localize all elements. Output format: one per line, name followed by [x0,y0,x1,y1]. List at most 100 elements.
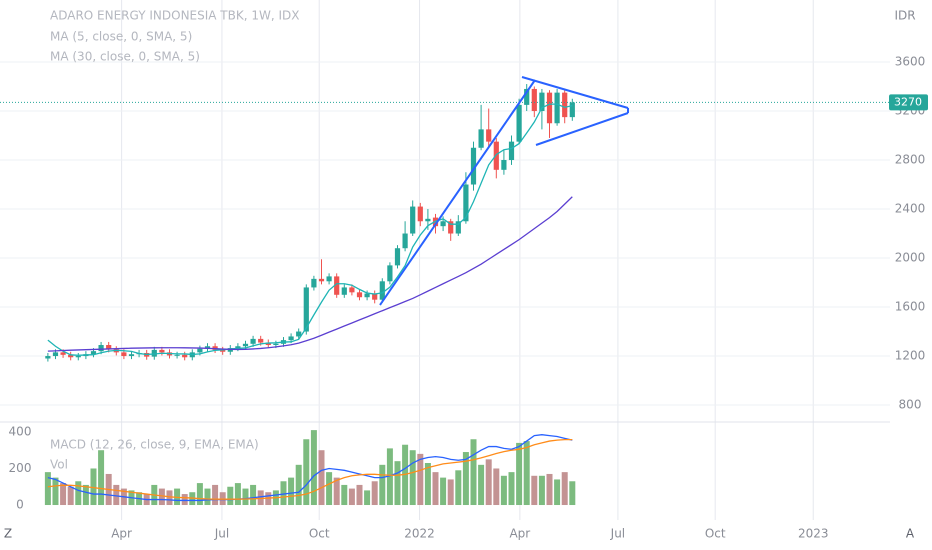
volume-bar [569,481,576,506]
candle-body [220,349,226,352]
volume-bar [204,488,211,506]
volume-bar [356,484,363,506]
y-tick-label: 200 [9,461,32,475]
last-price-box [889,94,928,111]
y-tick-label: 2400 [895,202,926,216]
volume-bar [257,490,264,506]
volume-bar [310,430,317,506]
volume-bar [288,477,295,506]
candle-body [470,147,477,185]
volume-bar [295,464,302,506]
volume-bar [485,459,492,506]
moving-average-line [47,103,573,356]
volume-bar [75,481,82,506]
candle-body [90,351,97,355]
candle-body [174,354,180,356]
legend-entry: MACD (12, 26, close, 9, EMA, EMA) [50,438,259,452]
candle-body [106,345,112,350]
candle-body [121,352,127,357]
candle-body [303,287,309,332]
legend-entry: MA (30, close, 0, SMA, 5) [50,50,200,64]
candle-body [425,218,431,222]
volume-bar [516,442,523,506]
volume-bar [417,453,424,506]
y-tick-label: 3600 [895,54,926,68]
y-tick-label: 400 [9,424,32,438]
trend-line [379,79,536,306]
candle-body [356,292,363,298]
volume-bar [341,484,348,506]
volume-bar [52,477,59,506]
candle-body [417,206,423,222]
macd-line [47,434,573,502]
volume-bar [523,441,530,506]
candle-body [501,160,507,170]
candle-body [531,88,537,112]
candle-body [68,354,74,358]
chart-title: ADARO ENERGY INDONESIA TBK, 1W, IDX [50,9,300,23]
volume-bar [90,468,97,506]
x-tick-label: 2023 [798,527,829,541]
candle-body [455,221,461,234]
marks [0,84,890,506]
y-tick-label: 1600 [895,300,926,314]
candle-body [159,349,165,353]
triangle-upper [521,76,629,109]
candle-body [402,233,408,249]
x-tick-label: Jul [214,527,229,541]
candle-body [364,293,370,298]
volume-bar [432,472,439,506]
candle-body [387,265,393,282]
candle-body [296,331,302,337]
candle-body [326,276,332,282]
x-tick-label: Jul [610,527,625,541]
candle-body [410,206,416,234]
volume-bar [455,470,462,506]
last-price-label: 3270 [894,95,922,108]
candle-body [242,343,249,347]
volume-bar [196,483,203,506]
candle-body [516,104,522,142]
volume-bar [394,461,401,506]
y-tick-label: 1200 [895,349,926,363]
volume-bar [554,479,561,506]
volume-bar [212,484,219,506]
candle-body [250,338,256,344]
volume-bar [44,472,51,506]
candle-body [569,102,575,118]
candle-body [52,352,59,357]
volume-bar [60,483,67,506]
volume-bar [242,488,249,506]
volume-bar [538,475,545,506]
candle-body [98,345,104,352]
candle-body [45,356,51,359]
candle-body [562,92,568,118]
volume-bar [462,452,469,506]
scale-button[interactable]: Z [4,527,12,541]
volume-bar [227,486,234,506]
volume-bar [318,450,325,506]
moving-average-line [47,196,573,352]
volume-bar [280,481,287,506]
candle-body [288,336,294,341]
candle-body [311,278,317,288]
candle-body [204,346,211,349]
x-tick-label: Oct [705,527,726,541]
triangle-lower [535,112,629,146]
candle-body [539,92,545,112]
x-tick-label: Apr [111,527,132,541]
volume-bar [493,468,500,506]
candle-body [197,348,203,353]
volume-bar [348,488,355,506]
candle-body [486,129,492,142]
volume-bar [500,475,507,506]
candle-body [463,184,469,222]
candle-body [493,141,499,170]
volume-bar [67,486,74,506]
candle-body [273,343,279,346]
legend-entry: Vol [50,458,68,472]
candle-body [372,293,378,300]
scale-button[interactable]: A [906,527,915,541]
volume-bar [531,475,538,506]
